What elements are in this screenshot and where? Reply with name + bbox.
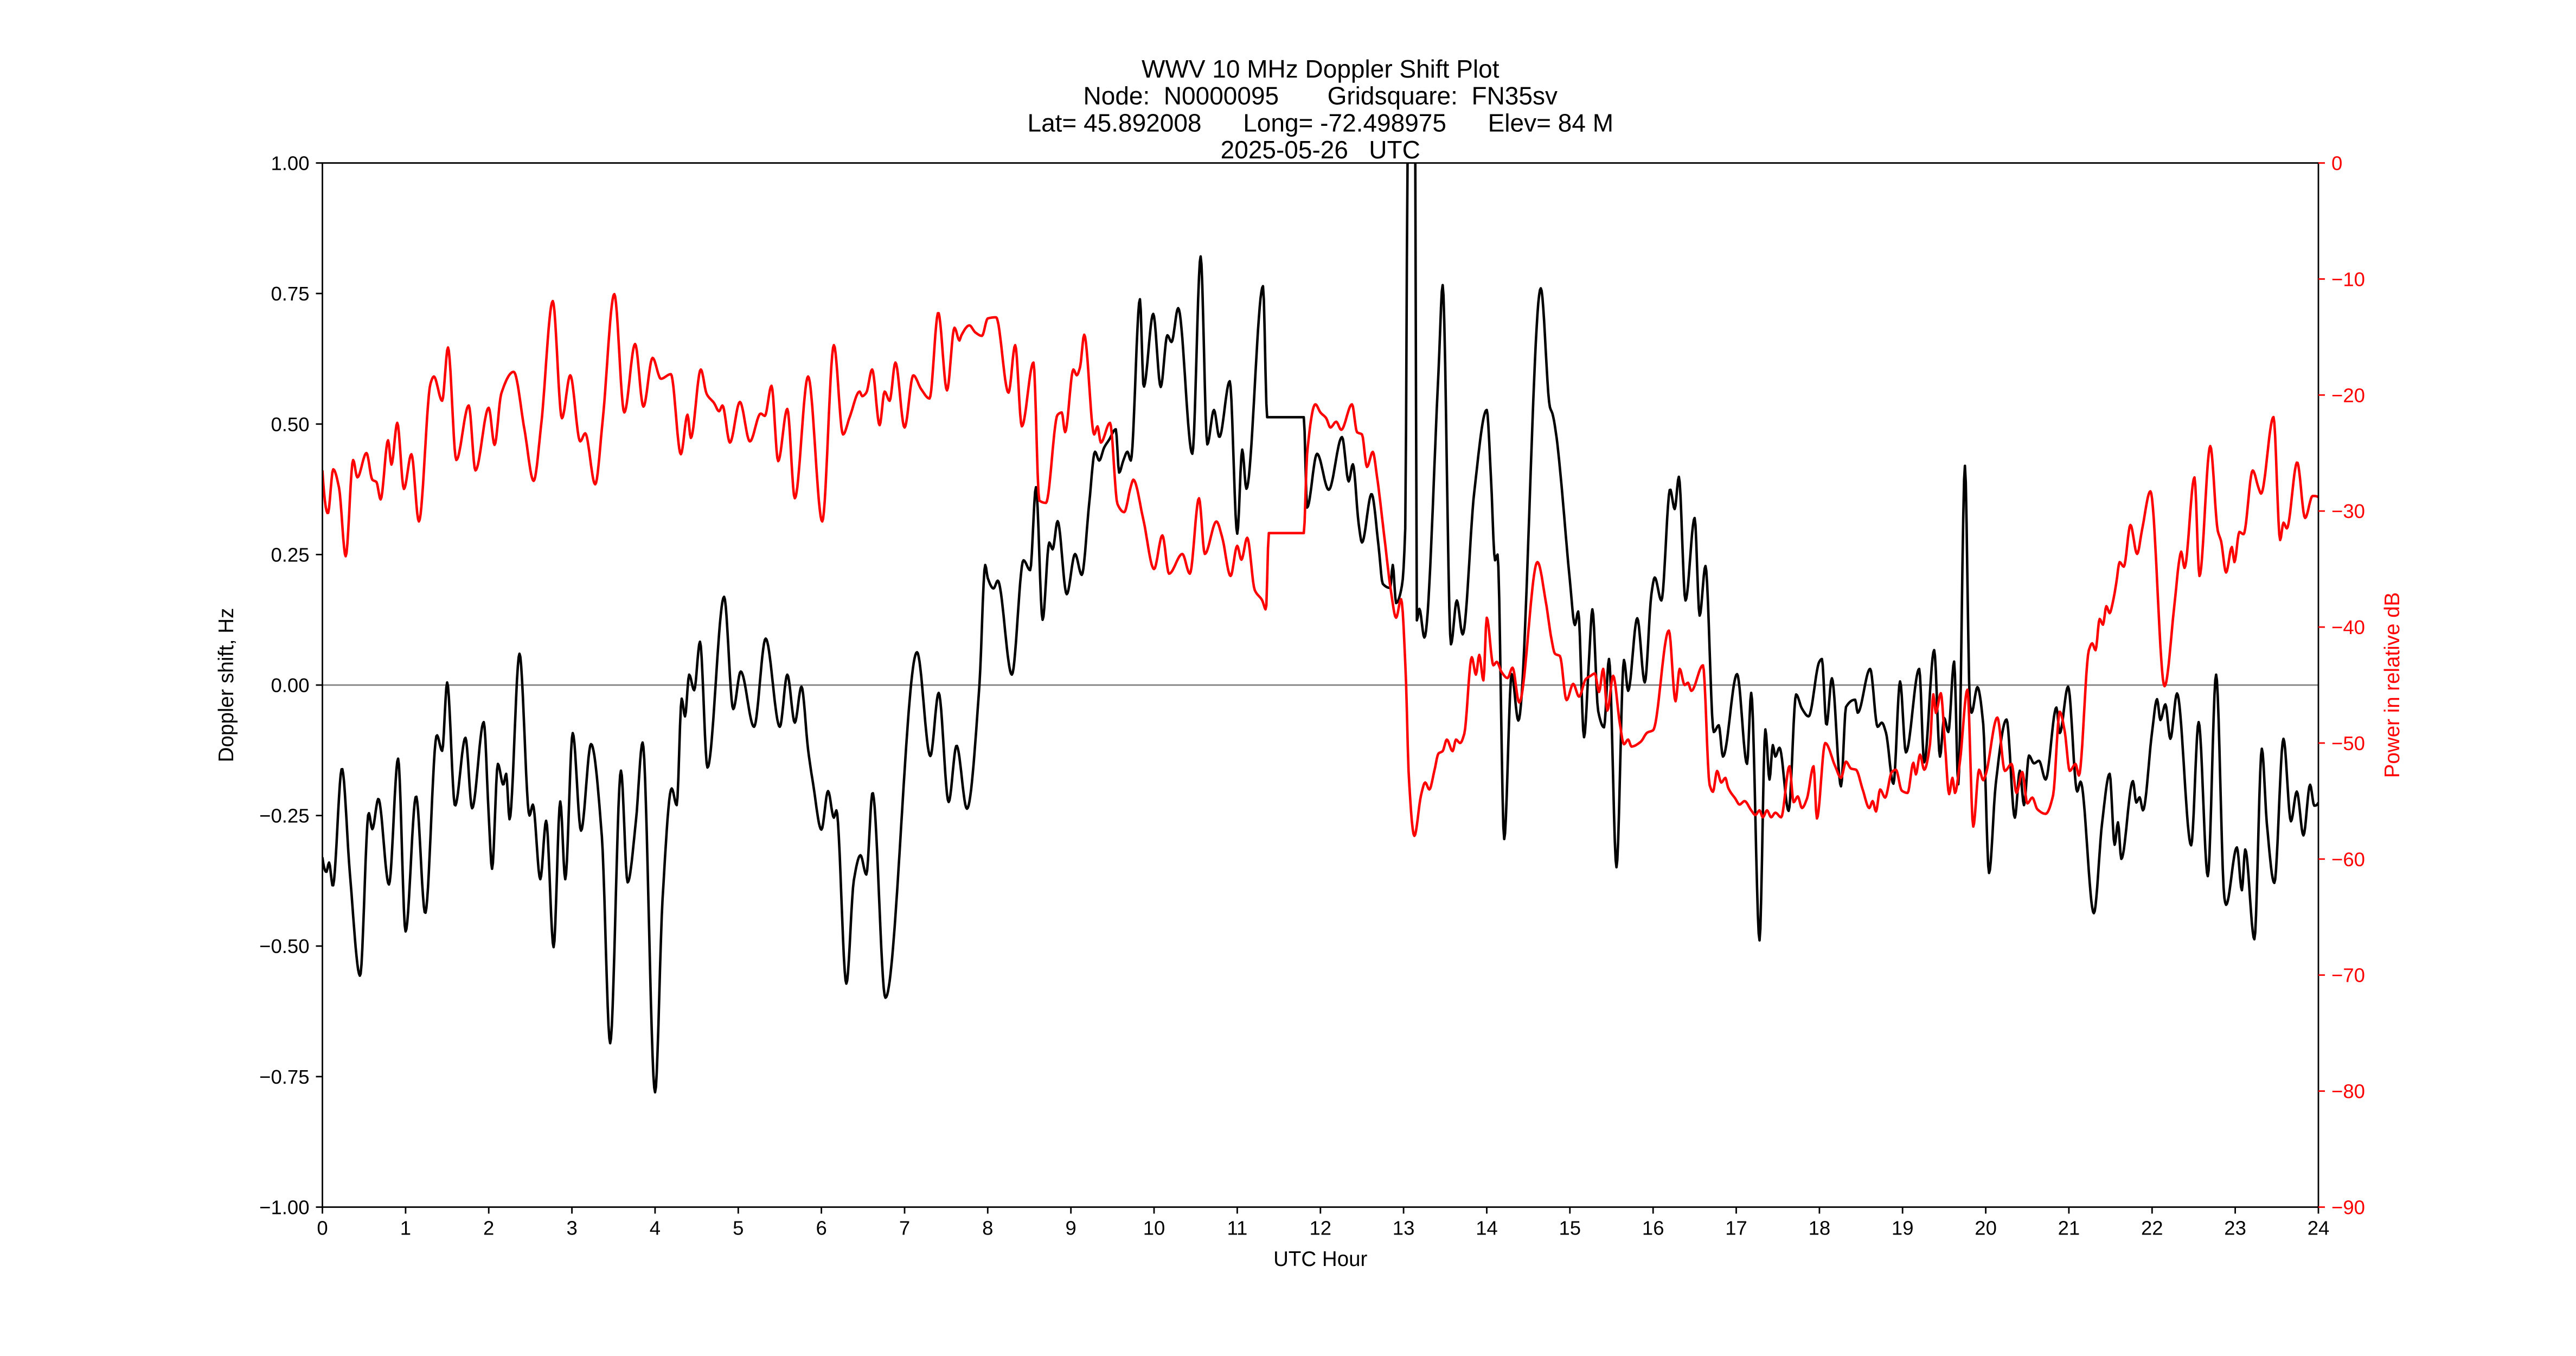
svg-text:−0.75: −0.75 bbox=[259, 1066, 309, 1088]
svg-text:4: 4 bbox=[650, 1217, 661, 1239]
svg-text:Lat= 45.892008 Long= -72.: Lat= 45.892008 Long= -72.498975 Elev= 84… bbox=[1027, 108, 1613, 137]
svg-text:8: 8 bbox=[982, 1217, 993, 1239]
svg-text:Node: N0000095 Gridsqua: Node: N0000095 Gridsquare: FN35sv bbox=[1084, 82, 1558, 110]
svg-text:14: 14 bbox=[1476, 1217, 1498, 1239]
svg-text:2025-05-26 UTC: 2025-05-26 UTC bbox=[1221, 136, 1420, 164]
svg-text:18: 18 bbox=[1809, 1217, 1831, 1239]
svg-text:−80: −80 bbox=[2331, 1080, 2365, 1103]
svg-text:Doppler shift, Hz: Doppler shift, Hz bbox=[215, 608, 238, 763]
svg-text:15: 15 bbox=[1559, 1217, 1581, 1239]
svg-text:9: 9 bbox=[1066, 1217, 1076, 1239]
svg-text:WWV 10 MHz Doppler Shift Plot: WWV 10 MHz Doppler Shift Plot bbox=[1142, 55, 1500, 83]
svg-text:7: 7 bbox=[899, 1217, 910, 1239]
svg-text:−1.00: −1.00 bbox=[259, 1197, 309, 1219]
svg-text:5: 5 bbox=[733, 1217, 744, 1239]
svg-text:0.50: 0.50 bbox=[271, 413, 309, 436]
svg-text:0: 0 bbox=[2331, 152, 2342, 175]
svg-text:17: 17 bbox=[1725, 1217, 1747, 1239]
svg-text:23: 23 bbox=[2224, 1217, 2246, 1239]
svg-text:21: 21 bbox=[2058, 1217, 2080, 1239]
svg-text:20: 20 bbox=[1975, 1217, 1997, 1239]
svg-text:0: 0 bbox=[317, 1217, 328, 1239]
svg-text:12: 12 bbox=[1309, 1217, 1331, 1239]
svg-text:10: 10 bbox=[1143, 1217, 1165, 1239]
svg-text:19: 19 bbox=[1892, 1217, 1914, 1239]
svg-text:−70: −70 bbox=[2331, 964, 2365, 987]
svg-text:16: 16 bbox=[1642, 1217, 1664, 1239]
svg-text:−50: −50 bbox=[2331, 732, 2365, 754]
svg-text:0.25: 0.25 bbox=[271, 543, 309, 566]
svg-text:−0.50: −0.50 bbox=[259, 935, 309, 957]
svg-text:−60: −60 bbox=[2331, 848, 2365, 871]
svg-text:22: 22 bbox=[2141, 1217, 2163, 1239]
svg-text:11: 11 bbox=[1227, 1217, 1247, 1239]
svg-text:Power in relative dB: Power in relative dB bbox=[2381, 592, 2404, 778]
svg-text:−40: −40 bbox=[2331, 616, 2365, 638]
svg-text:24: 24 bbox=[2308, 1217, 2330, 1239]
svg-text:6: 6 bbox=[816, 1217, 826, 1239]
svg-text:13: 13 bbox=[1393, 1217, 1415, 1239]
svg-text:0.75: 0.75 bbox=[271, 283, 309, 305]
svg-text:−20: −20 bbox=[2331, 384, 2365, 406]
svg-text:2: 2 bbox=[483, 1217, 494, 1239]
svg-text:1.00: 1.00 bbox=[271, 152, 309, 175]
svg-text:−0.25: −0.25 bbox=[259, 805, 309, 827]
svg-text:3: 3 bbox=[566, 1217, 577, 1239]
svg-text:−10: −10 bbox=[2331, 268, 2365, 290]
svg-text:0.00: 0.00 bbox=[271, 674, 309, 696]
svg-text:1: 1 bbox=[400, 1217, 411, 1239]
svg-text:−90: −90 bbox=[2331, 1197, 2365, 1219]
svg-text:UTC Hour: UTC Hour bbox=[1273, 1248, 1367, 1271]
svg-text:−30: −30 bbox=[2331, 500, 2365, 522]
